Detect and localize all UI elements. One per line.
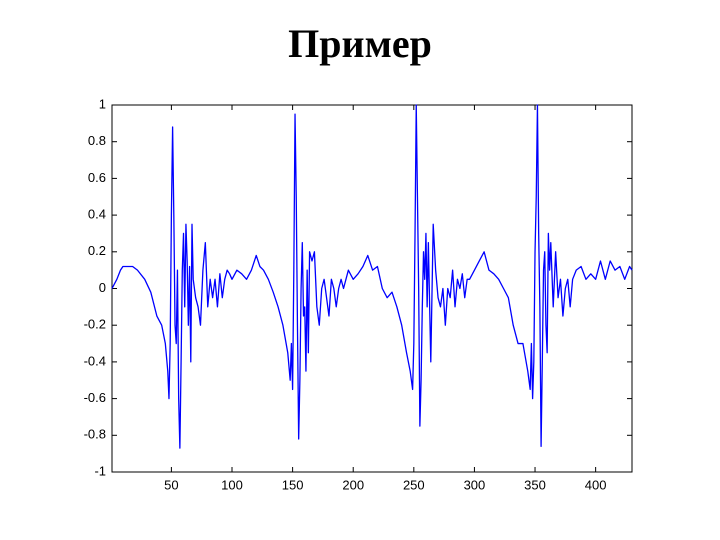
x-tick-label: 50 <box>164 477 178 492</box>
y-tick-label: 1 <box>99 96 106 111</box>
x-tick-label: 100 <box>221 477 243 492</box>
chart-title: Пример <box>288 21 432 66</box>
y-tick-label: -0.4 <box>84 353 106 368</box>
x-tick-label: 200 <box>342 477 364 492</box>
data-line <box>111 104 633 449</box>
x-tick-label: 250 <box>403 477 425 492</box>
y-tick-label: 0.8 <box>88 133 106 148</box>
y-tick-label: 0 <box>99 280 106 295</box>
x-tick-label: 350 <box>524 477 546 492</box>
y-tick-label: 0.4 <box>88 207 106 222</box>
y-tick-label: 0.2 <box>88 243 106 258</box>
y-tick-label: 0.6 <box>88 170 106 185</box>
y-tick-label: -0.8 <box>84 427 106 442</box>
x-tick-label: 300 <box>464 477 486 492</box>
x-tick-label: 400 <box>585 477 607 492</box>
y-tick-label: -1 <box>94 463 106 478</box>
x-tick-label: 150 <box>282 477 304 492</box>
y-tick-label: -0.6 <box>84 390 106 405</box>
y-tick-label: -0.2 <box>84 317 106 332</box>
